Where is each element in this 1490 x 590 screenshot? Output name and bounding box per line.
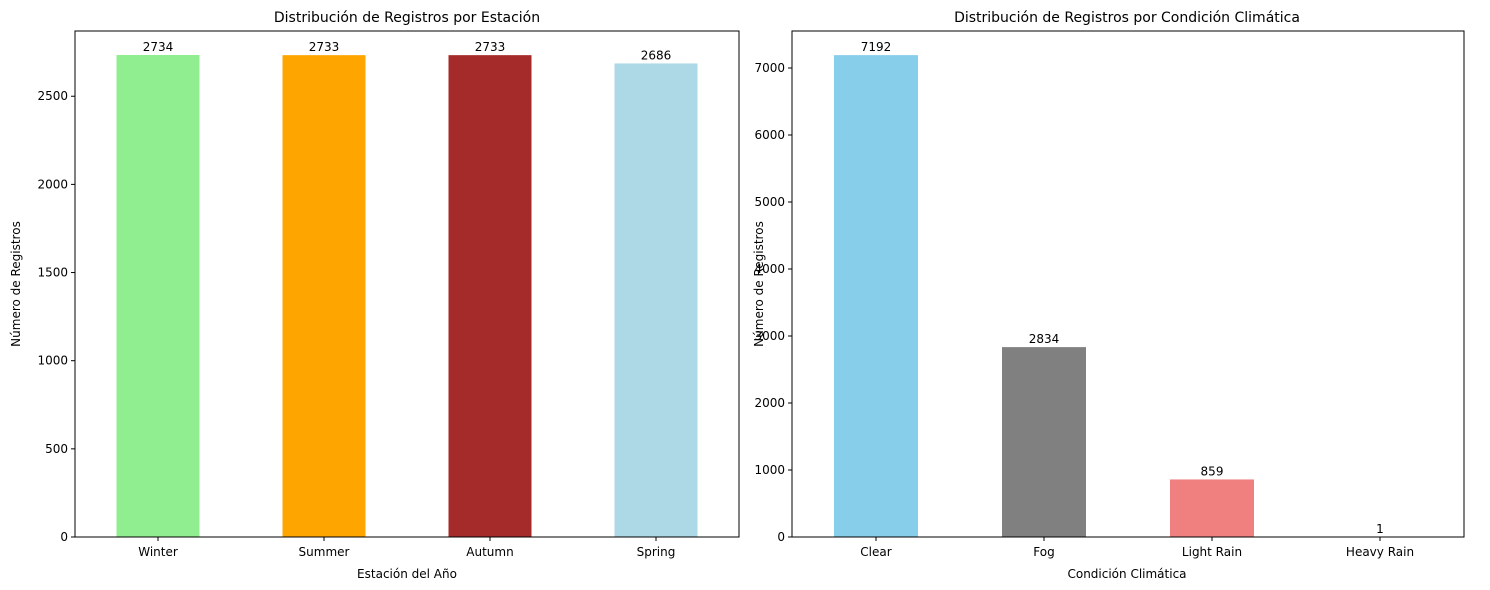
x-tick-label: Autumn	[466, 545, 513, 559]
x-tick-label: Spring	[637, 545, 676, 559]
y-tick-label: 6000	[754, 128, 785, 142]
y-tick-label: 7000	[754, 61, 785, 75]
x-tick-label: Light Rain	[1182, 545, 1242, 559]
bar-summer	[282, 55, 366, 538]
x-axis-ticks: Clear Fog Light Rain Heavy Rain	[860, 537, 1414, 559]
y-tick-label: 1500	[37, 266, 68, 280]
y-axis-ticks: 0 1000 2000 3000 4000 5000 6000 7000	[754, 61, 792, 544]
y-tick-label: 1000	[37, 354, 68, 368]
chart-title: Distribución de Registros por Estación	[274, 10, 540, 26]
bar-winter	[116, 54, 200, 538]
x-axis-ticks: Winter Summer Autumn Spring	[138, 537, 675, 559]
y-tick-label: 1000	[754, 463, 785, 477]
y-tick-label: 500	[45, 442, 68, 456]
data-label: 2734	[143, 40, 174, 54]
chart-weather: Distribución de Registros por Condición …	[752, 10, 1465, 581]
x-tick-label: Clear	[860, 545, 891, 559]
y-tick-label: 0	[777, 530, 785, 544]
y-tick-label: 4000	[754, 262, 785, 276]
x-axis-label: Condición Climática	[1067, 567, 1186, 581]
y-tick-label: 2500	[37, 89, 68, 103]
data-label: 2686	[641, 48, 672, 62]
x-tick-label: Summer	[299, 545, 350, 559]
plot-frame	[791, 30, 1465, 538]
y-tick-label: 5000	[754, 195, 785, 209]
y-axis-label: Número de Registros	[752, 221, 766, 347]
data-label: 859	[1201, 464, 1224, 478]
bar-light-rain	[1170, 479, 1254, 537]
y-tick-label: 0	[60, 530, 68, 544]
data-label: 2733	[475, 40, 506, 54]
x-tick-label: Winter	[138, 545, 178, 559]
bar-autumn	[448, 55, 532, 538]
y-tick-label: 3000	[754, 329, 785, 343]
data-label: 2834	[1029, 332, 1060, 346]
bar-clear	[834, 55, 918, 538]
x-axis-label: Estación del Año	[357, 567, 457, 581]
chart-title: Distribución de Registros por Condición …	[954, 10, 1300, 26]
bars: 7192 2834 859 1	[834, 40, 1422, 538]
x-tick-label: Fog	[1033, 545, 1054, 559]
plot-frame	[74, 30, 740, 538]
x-tick-label: Heavy Rain	[1346, 545, 1414, 559]
data-label: 1	[1376, 522, 1384, 536]
y-axis-ticks: 0 500 1000 1500 2000 2500	[37, 89, 75, 544]
y-tick-label: 2000	[37, 177, 68, 191]
bars: 2734 2733 2733 2686	[116, 40, 698, 538]
chart-seasons: Distribución de Registros por Estación 0…	[9, 10, 740, 581]
data-label: 2733	[309, 40, 340, 54]
data-label: 7192	[861, 40, 892, 54]
bar-spring	[614, 63, 698, 537]
y-tick-label: 2000	[754, 396, 785, 410]
bar-fog	[1002, 347, 1086, 537]
y-axis-label: Número de Registros	[9, 221, 23, 347]
